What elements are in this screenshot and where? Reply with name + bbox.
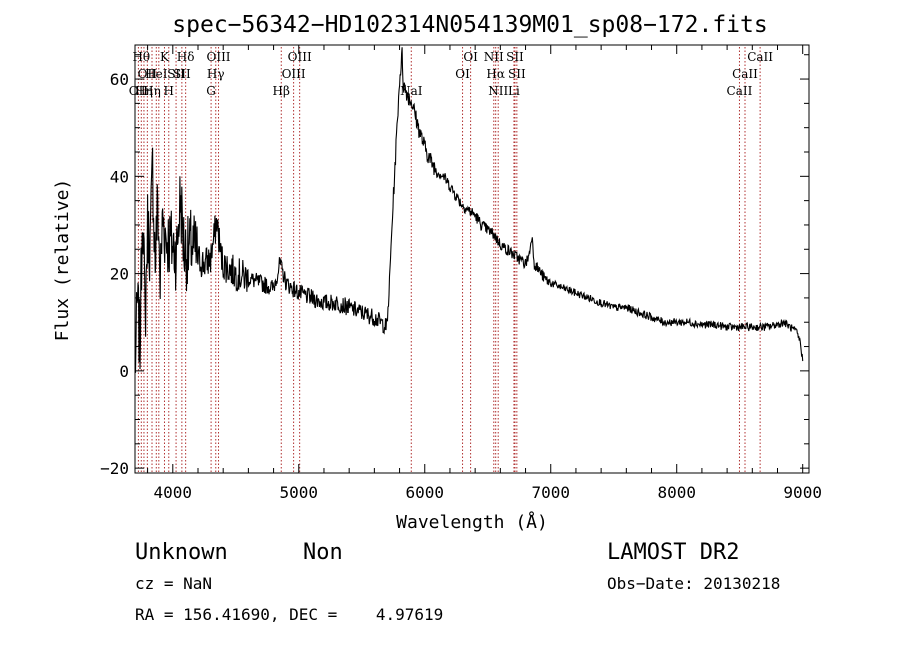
radec-readout: RA = 156.41690, DEC = 4.97619 bbox=[135, 605, 443, 624]
spectral-line-label: Li bbox=[508, 84, 520, 98]
spectral-line-label: NII bbox=[484, 50, 504, 64]
x-tick-label: 9000 bbox=[783, 483, 822, 502]
y-tick-label: −20 bbox=[100, 459, 129, 478]
spectral-line-label: Hγ bbox=[207, 67, 225, 81]
x-tick-label: 4000 bbox=[154, 483, 193, 502]
x-axis-label: Wavelength (Å) bbox=[396, 511, 548, 533]
spectral-line-label: Hβ bbox=[273, 84, 290, 98]
chart-title: spec−56342−HD102314N054139M01_sp08−172.f… bbox=[172, 12, 767, 38]
class-label: Unknown bbox=[135, 540, 228, 565]
x-tick-label: 7000 bbox=[531, 483, 570, 502]
y-tick-label: 60 bbox=[110, 70, 129, 89]
plot-frame bbox=[134, 44, 810, 474]
spectral-line-label: OIII bbox=[288, 50, 312, 64]
spectral-line-label: CaII bbox=[727, 84, 753, 98]
spectral-line-label: SII bbox=[506, 50, 524, 64]
spectral-line-label: OI bbox=[463, 50, 478, 64]
spectral-line-label: OII bbox=[138, 67, 158, 81]
spectral-line-label: Hθ bbox=[132, 50, 150, 64]
cz-readout: cz = NaN bbox=[135, 574, 212, 593]
spectral-line-label: OIII bbox=[206, 50, 230, 64]
spectrum-series-line bbox=[134, 47, 804, 373]
spectral-line-label: OII bbox=[129, 84, 149, 98]
spectral-line-label: OI bbox=[455, 67, 470, 81]
spectral-line-label: G bbox=[206, 84, 216, 98]
y-tick-label: 0 bbox=[119, 362, 129, 381]
spectral-line-label: Hδ bbox=[177, 50, 195, 64]
spectral-line-label: K bbox=[160, 50, 170, 64]
y-tick-label: 40 bbox=[110, 167, 129, 186]
x-tick-label: 5000 bbox=[280, 483, 319, 502]
spectral-line-label: SII bbox=[173, 67, 191, 81]
y-axis-label: Flux (relative) bbox=[52, 179, 73, 342]
survey-label: LAMOST DR2 bbox=[607, 540, 739, 565]
spectral-line-label: HeI bbox=[145, 67, 168, 81]
spectral-line-label: CaII bbox=[747, 50, 773, 64]
x-axis: 4000 5000 6000 7000 8000 9000 bbox=[147, 45, 822, 502]
spectral-line-label: SII bbox=[508, 67, 526, 81]
y-axis: −20 0 20 40 60 bbox=[100, 54, 809, 478]
spectral-line-label: OIII bbox=[282, 67, 306, 81]
subclass-label: Non bbox=[303, 540, 343, 565]
spectral-line-label: Hη bbox=[135, 84, 153, 98]
spectral-line-label: SII bbox=[167, 67, 185, 81]
x-tick-label: 6000 bbox=[405, 483, 444, 502]
spectral-line-markers bbox=[137, 47, 761, 473]
spectral-line-label: CaII bbox=[732, 67, 758, 81]
y-tick-label: 20 bbox=[110, 265, 129, 284]
spectral-line-labels: OIIHθHηOIIHηHeIKHSIISIIHδGHγOIIIHβOIIIOI… bbox=[129, 50, 774, 98]
spectral-line-label: Hα bbox=[486, 67, 505, 81]
spectral-line-label: NII bbox=[488, 84, 508, 98]
spectral-line-label: Hη bbox=[143, 84, 161, 98]
spectral-line-label: H bbox=[164, 84, 174, 98]
obs-date-readout: Obs−Date: 20130218 bbox=[607, 574, 780, 593]
x-tick-label: 8000 bbox=[657, 483, 696, 502]
